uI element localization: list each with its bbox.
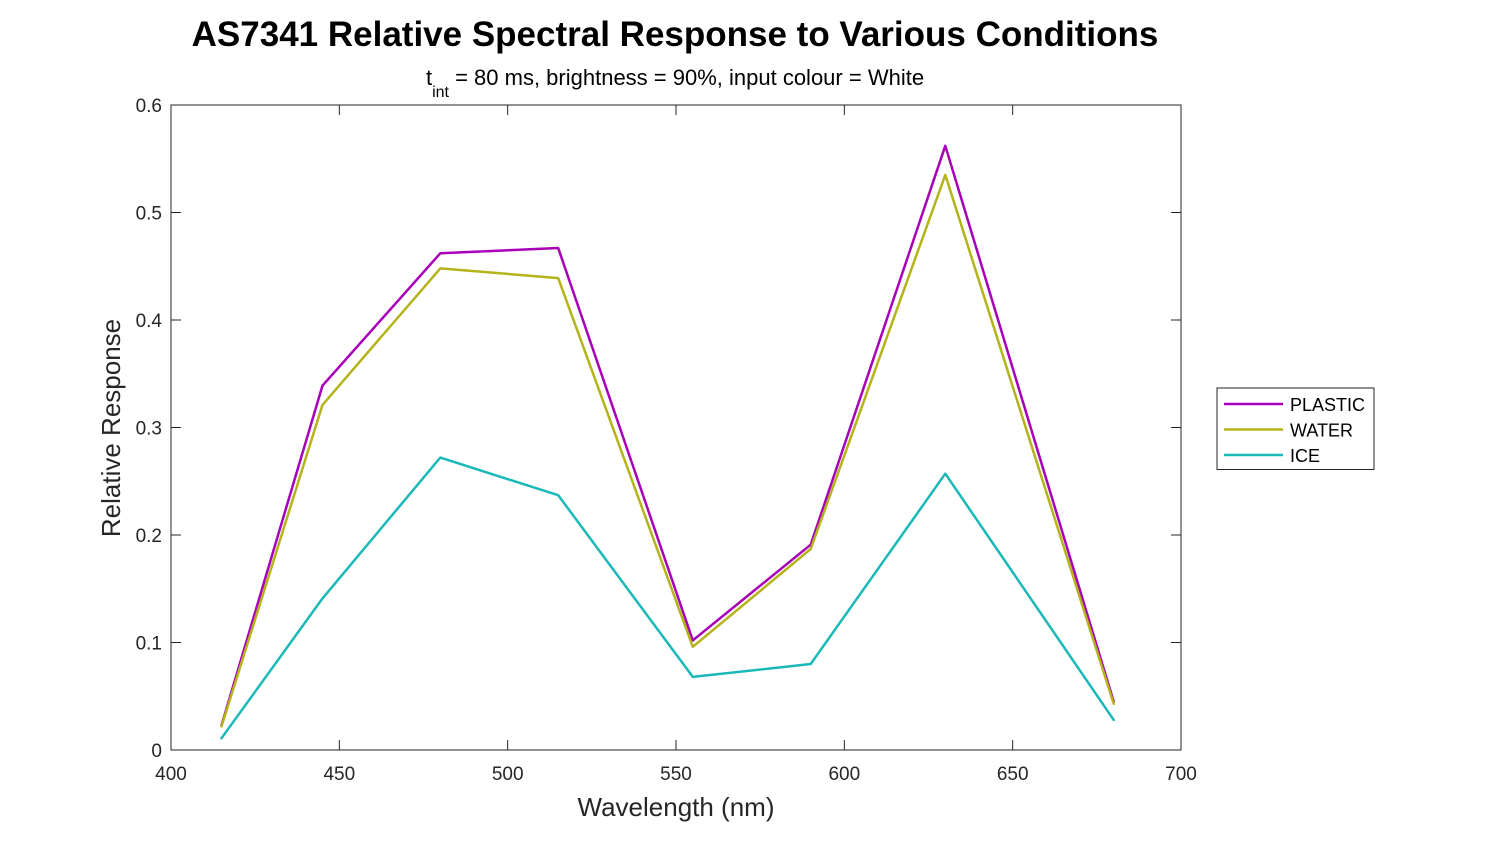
y-tick-label: 0.4: [136, 311, 163, 332]
subtitle-main: t: [426, 65, 432, 90]
legend-label-ice: ICE: [1290, 446, 1320, 466]
y-tick-label: 0: [151, 741, 162, 762]
x-tick-label: 500: [492, 764, 524, 785]
axes-box: [170, 104, 1182, 751]
y-tick-label: 0.3: [136, 419, 162, 440]
chart-title: AS7341 Relative Spectral Response to Var…: [192, 15, 1159, 54]
x-axis-label: Wavelength (nm): [578, 792, 775, 822]
x-tick-label: 450: [323, 764, 355, 785]
y-axis-label: Relative Response: [96, 319, 126, 537]
y-tick-label: 0.2: [136, 526, 162, 547]
subtitle-rest: = 80 ms, brightness = 90%, input colour …: [449, 65, 924, 90]
series-line-plastic: [220, 144, 1115, 727]
x-tick-label: 700: [1165, 764, 1197, 785]
y-tick-label: 0.5: [136, 204, 162, 225]
x-tick-label: 650: [997, 764, 1029, 785]
x-tick-label: 550: [660, 764, 692, 785]
legend-label-water: WATER: [1290, 421, 1353, 441]
x-tick-label: 400: [155, 764, 187, 785]
y-tick-label: 0.1: [136, 634, 162, 655]
chart-subtitle: tint = 80 ms, brightness = 90%, input co…: [426, 65, 924, 101]
y-tick-label: 0.6: [136, 96, 162, 117]
plot-area: 400 450 500 550 600 650 700 0 0.1 0.2 0.3 0.4 0.5 0.6: [136, 96, 1197, 785]
series-line-ice: [220, 456, 1115, 740]
series-line-water: [220, 173, 1115, 728]
legend-label-plastic: PLASTIC: [1290, 395, 1365, 415]
x-tick-label: 600: [828, 764, 860, 785]
legend: PLASTIC WATER ICE: [1216, 387, 1375, 470]
subtitle-subscript: int: [432, 84, 449, 101]
